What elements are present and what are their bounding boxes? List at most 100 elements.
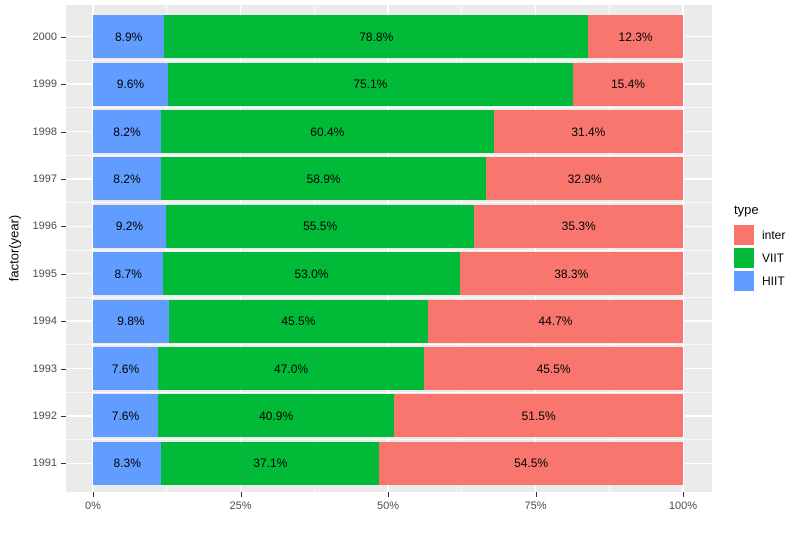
stacked-bar-1993: 7.6% 47.0% 45.5% — [93, 347, 683, 391]
bar-row-1992: 7.6% 40.9% 51.5% — [93, 392, 683, 439]
x-tick-mark — [93, 492, 94, 497]
segment-VIIT-1995: 53.0% — [163, 252, 460, 296]
gridline-x-major — [682, 5, 684, 492]
gridline-x-major — [92, 5, 94, 492]
y-tick-mark — [61, 36, 66, 38]
legend-item-VIIT: VIIT — [734, 248, 785, 268]
gridline-y-minor — [66, 202, 712, 204]
segment-VIIT-1991: 37.1% — [161, 441, 380, 485]
y-tick-label-1992: 1992 — [32, 409, 57, 422]
segment-inter-2000: 12.3% — [588, 15, 683, 59]
segment-label: 8.9% — [115, 29, 143, 44]
segment-label: 31.4% — [571, 124, 606, 139]
legend-swatch-inter — [734, 225, 754, 245]
gridline-x-major — [534, 5, 537, 492]
segment-label: 9.6% — [116, 77, 145, 92]
segment-VIIT-1999: 75.1% — [167, 62, 573, 106]
gridline-x-major — [239, 5, 242, 492]
bar-row-1998: 8.2% 60.4% 31.4% — [93, 108, 683, 155]
legend-item-HIIT: HIIT — [734, 271, 785, 291]
legend-label: VIIT — [762, 251, 785, 265]
legend-label: HIIT — [762, 274, 785, 288]
segment-HIIT-1992: 7.6% — [93, 394, 158, 438]
bars-layer: 8.9% 78.8% 12.3% 9.6% 75.1% 15.4% 8.2% 60.4% 31.… — [93, 13, 684, 487]
y-tick-label-1997: 1997 — [32, 172, 57, 185]
segment-label: 47.0% — [274, 361, 309, 376]
segment-inter-1997: 32.9% — [486, 157, 684, 201]
y-tick-mark — [61, 131, 66, 133]
y-tick-mark — [61, 368, 66, 370]
stacked-bar-2000: 8.9% 78.8% 12.3% — [93, 15, 683, 59]
gridline-y-minor — [66, 154, 712, 156]
segment-HIIT-1991: 8.3% — [93, 441, 162, 485]
legend-swatch-VIIT — [734, 248, 754, 268]
segment-label: 37.1% — [253, 456, 288, 471]
segment-HIIT-1993: 7.6% — [93, 347, 158, 391]
segment-HIIT-1999: 9.6% — [93, 62, 168, 106]
segment-inter-1993: 45.5% — [424, 347, 683, 391]
gridline-y-minor — [66, 59, 712, 61]
segment-VIIT-1994: 45.5% — [168, 299, 428, 343]
legend-swatch-HIIT — [734, 271, 754, 291]
x-tick-label-0%: 0% — [85, 500, 101, 512]
segment-label: 78.8% — [359, 29, 394, 44]
x-tick-label-100%: 100% — [668, 500, 698, 512]
segment-VIIT-1993: 47.0% — [157, 347, 425, 391]
y-tick-label-1994: 1994 — [32, 315, 57, 328]
segment-inter-1991: 54.5% — [379, 441, 683, 485]
legend-items: inter VIIT HIIT — [734, 225, 785, 291]
segment-HIIT-1995: 8.7% — [93, 252, 164, 296]
bar-row-1991: 8.3% 37.1% 54.5% — [93, 440, 683, 487]
segment-inter-1995: 38.3% — [459, 252, 683, 296]
stacked-bar-1999: 9.6% 75.1% 15.4% — [93, 62, 684, 106]
bar-row-1996: 9.2% 55.5% 35.3% — [93, 203, 683, 250]
segment-label: 7.6% — [111, 361, 140, 376]
segment-label: 32.9% — [567, 171, 602, 186]
segment-HIIT-2000: 8.9% — [93, 15, 165, 59]
bar-row-1995: 8.7% 53.0% 38.3% — [93, 250, 683, 297]
segment-inter-1996: 35.3% — [474, 204, 683, 248]
bar-row-1993: 7.6% 47.0% 45.5% — [93, 345, 683, 392]
bar-row-1994: 9.8% 45.5% 44.7% — [93, 297, 683, 344]
segment-label: 75.1% — [353, 77, 388, 92]
segment-label: 60.4% — [310, 124, 345, 139]
segment-label: 35.3% — [561, 219, 596, 234]
segment-label: 15.4% — [610, 77, 645, 92]
y-tick-label-1998: 1998 — [32, 125, 57, 138]
segment-inter-1994: 44.7% — [427, 299, 683, 343]
segment-HIIT-1998: 8.2% — [93, 110, 161, 154]
segment-label: 44.7% — [538, 314, 573, 329]
gridline-y-minor — [66, 391, 712, 393]
y-tick-mark — [61, 415, 66, 417]
stacked-bar-1991: 8.3% 37.1% 54.5% — [93, 441, 683, 485]
y-tick-mark — [61, 273, 66, 275]
segment-label: 12.3% — [618, 29, 653, 44]
y-tick-mark — [61, 84, 66, 86]
segment-label: 53.0% — [294, 266, 329, 281]
segment-label: 7.6% — [111, 408, 140, 423]
stacked-bar-1992: 7.6% 40.9% 51.5% — [93, 394, 683, 438]
segment-label: 55.5% — [303, 219, 338, 234]
segment-VIIT-1996: 55.5% — [165, 204, 475, 248]
segment-label: 40.9% — [259, 408, 294, 423]
x-tick-label-75%: 75% — [524, 500, 547, 512]
x-tick-mark — [535, 492, 537, 497]
gridline-y-minor — [66, 107, 712, 109]
segment-label: 9.2% — [115, 219, 144, 234]
y-tick-mark — [61, 178, 66, 180]
gridline-y-minor — [66, 249, 712, 251]
legend: type inter VIIT HIIT — [734, 202, 785, 291]
segment-label: 45.5% — [536, 361, 571, 376]
segment-inter-1998: 31.4% — [493, 110, 683, 154]
segment-label: 51.5% — [521, 408, 556, 423]
y-tick-mark — [61, 321, 66, 323]
segment-label: 8.3% — [113, 456, 141, 471]
segment-VIIT-1997: 58.9% — [160, 157, 487, 201]
y-tick-mark — [61, 463, 66, 465]
y-tick-label-1999: 1999 — [32, 78, 57, 91]
gridline-y-minor — [66, 439, 712, 441]
x-tick-label-50%: 50% — [376, 500, 400, 512]
gridline-x-minor — [166, 5, 168, 492]
bar-row-1999: 9.6% 75.1% 15.4% — [93, 60, 684, 107]
x-tick-mark — [388, 492, 389, 497]
